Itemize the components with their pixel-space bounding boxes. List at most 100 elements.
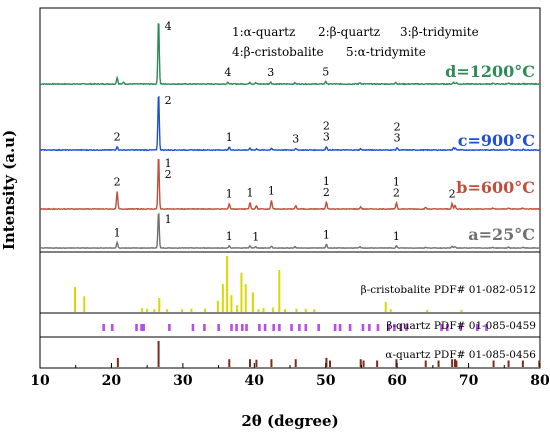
reference-stick [245, 324, 248, 331]
peak-annotation: 1 [323, 175, 330, 188]
peak-annotation: 4 [165, 20, 172, 33]
peak-annotation: 1 [247, 187, 254, 200]
reference-stick [399, 324, 403, 331]
reference-stick [294, 359, 297, 367]
reference-stick [116, 357, 119, 367]
phase-legend: 1:α-quartz 2:β-quartz 3:β-tridymite 4:β-… [232, 25, 479, 59]
peak-annotation: 2 [323, 120, 330, 133]
reference-label: β-cristobalite PDF# 01-082-0512 [361, 284, 536, 296]
reference-pattern: β-cristobalite PDF# 01-082-0512 [74, 256, 536, 312]
reference-stick [440, 324, 443, 331]
reference-stick [445, 324, 449, 331]
x-tick-label: 40 [245, 373, 265, 389]
reference-stick [437, 360, 440, 367]
reference-stick [191, 324, 195, 331]
reference-stick [153, 309, 156, 312]
reference-stick [359, 359, 362, 367]
legend-entry-1: 1:α-quartz [232, 25, 295, 39]
reference-stick [258, 324, 261, 331]
reference-stick [278, 324, 281, 331]
peak-annotation: 3 [323, 131, 330, 144]
peak-annotation: 2 [165, 94, 172, 107]
peak-annotation: 3 [267, 66, 274, 79]
reference-pattern: α-quartz PDF# 01-085-0456 [116, 341, 541, 367]
reference-stick [290, 324, 293, 331]
reference-stick [217, 324, 220, 331]
reference-stick [235, 324, 238, 331]
series-name: a=25°C [468, 225, 535, 244]
series-group: d=1200°C 4 4 3 5 [39, 20, 541, 86]
reference-pattern: β-quartz PDF# 01-085-0459 [102, 320, 536, 332]
reference-stick [317, 324, 320, 331]
series-line [39, 158, 541, 211]
reference-patterns: β-cristobalite PDF# 01-082-0512 β-quartz … [74, 256, 541, 367]
y-axis-label: Intensity (a.u) [0, 130, 18, 250]
reference-stick [102, 324, 105, 331]
reference-stick [158, 298, 161, 312]
peak-annotation: 1 [165, 213, 172, 226]
reference-stick [278, 270, 281, 312]
legend-entry-5: 5:α-tridymite [346, 45, 426, 59]
reference-stick [368, 324, 371, 331]
peak-annotation: 2 [393, 187, 400, 200]
reference-stick [521, 360, 524, 367]
reference-stick [240, 272, 243, 312]
reference-stick [424, 360, 427, 367]
reference-stick [333, 324, 337, 331]
reference-stick [284, 309, 286, 312]
reference-stick [325, 357, 328, 367]
series-name: b=600°C [456, 178, 535, 197]
reference-stick [298, 324, 301, 331]
reference-stick [507, 360, 510, 367]
reference-stick [492, 360, 495, 367]
peak-annotation: 1 [268, 184, 275, 197]
reference-stick [395, 359, 398, 367]
peak-annotation: 3 [292, 132, 299, 145]
reference-stick [244, 284, 247, 312]
reference-stick [304, 308, 307, 312]
reference-stick [166, 309, 169, 312]
reference-stick [230, 295, 233, 312]
reference-stick [190, 308, 193, 312]
reference-stick [475, 324, 479, 331]
reference-stick [236, 305, 239, 312]
reference-stick [459, 324, 463, 331]
series-name: d=1200°C [445, 62, 535, 81]
reference-stick [141, 308, 144, 312]
x-tick-label: 80 [530, 373, 550, 389]
reference-stick [181, 309, 184, 312]
reference-stick [485, 324, 488, 331]
reference-stick [249, 359, 251, 367]
reference-stick [216, 300, 219, 312]
reference-stick [142, 324, 145, 331]
reference-stick [83, 296, 86, 312]
reference-stick [263, 324, 267, 331]
reference-stick [135, 324, 138, 331]
reference-stick [384, 301, 387, 312]
peak-annotation: 1 [165, 157, 172, 170]
series-line [39, 95, 541, 152]
reference-stick [226, 256, 229, 312]
reference-stick [272, 324, 275, 331]
peak-annotation: 2 [323, 186, 330, 199]
x-tick-label: 10 [30, 373, 50, 389]
peak-annotation: 2 [449, 188, 456, 201]
reference-stick [230, 324, 233, 331]
reference-label: α-quartz PDF# 01-085-0456 [385, 349, 536, 361]
x-axis: 10 20 30 40 50 60 70 80 [30, 363, 550, 389]
reference-stick [271, 307, 274, 312]
reference-stick [426, 309, 429, 312]
reference-stick [251, 292, 254, 312]
reference-stick [110, 324, 114, 331]
reference-stick [203, 324, 206, 331]
reference-label: β-quartz PDF# 01-085-0459 [386, 320, 536, 332]
reference-stick [460, 309, 463, 312]
reference-stick [157, 341, 160, 367]
series-line [39, 212, 541, 250]
reference-stick [313, 309, 316, 312]
reference-stick [393, 324, 396, 331]
reference-stick [221, 284, 224, 312]
reference-stick [376, 360, 379, 367]
peak-annotation: 1 [226, 230, 233, 243]
